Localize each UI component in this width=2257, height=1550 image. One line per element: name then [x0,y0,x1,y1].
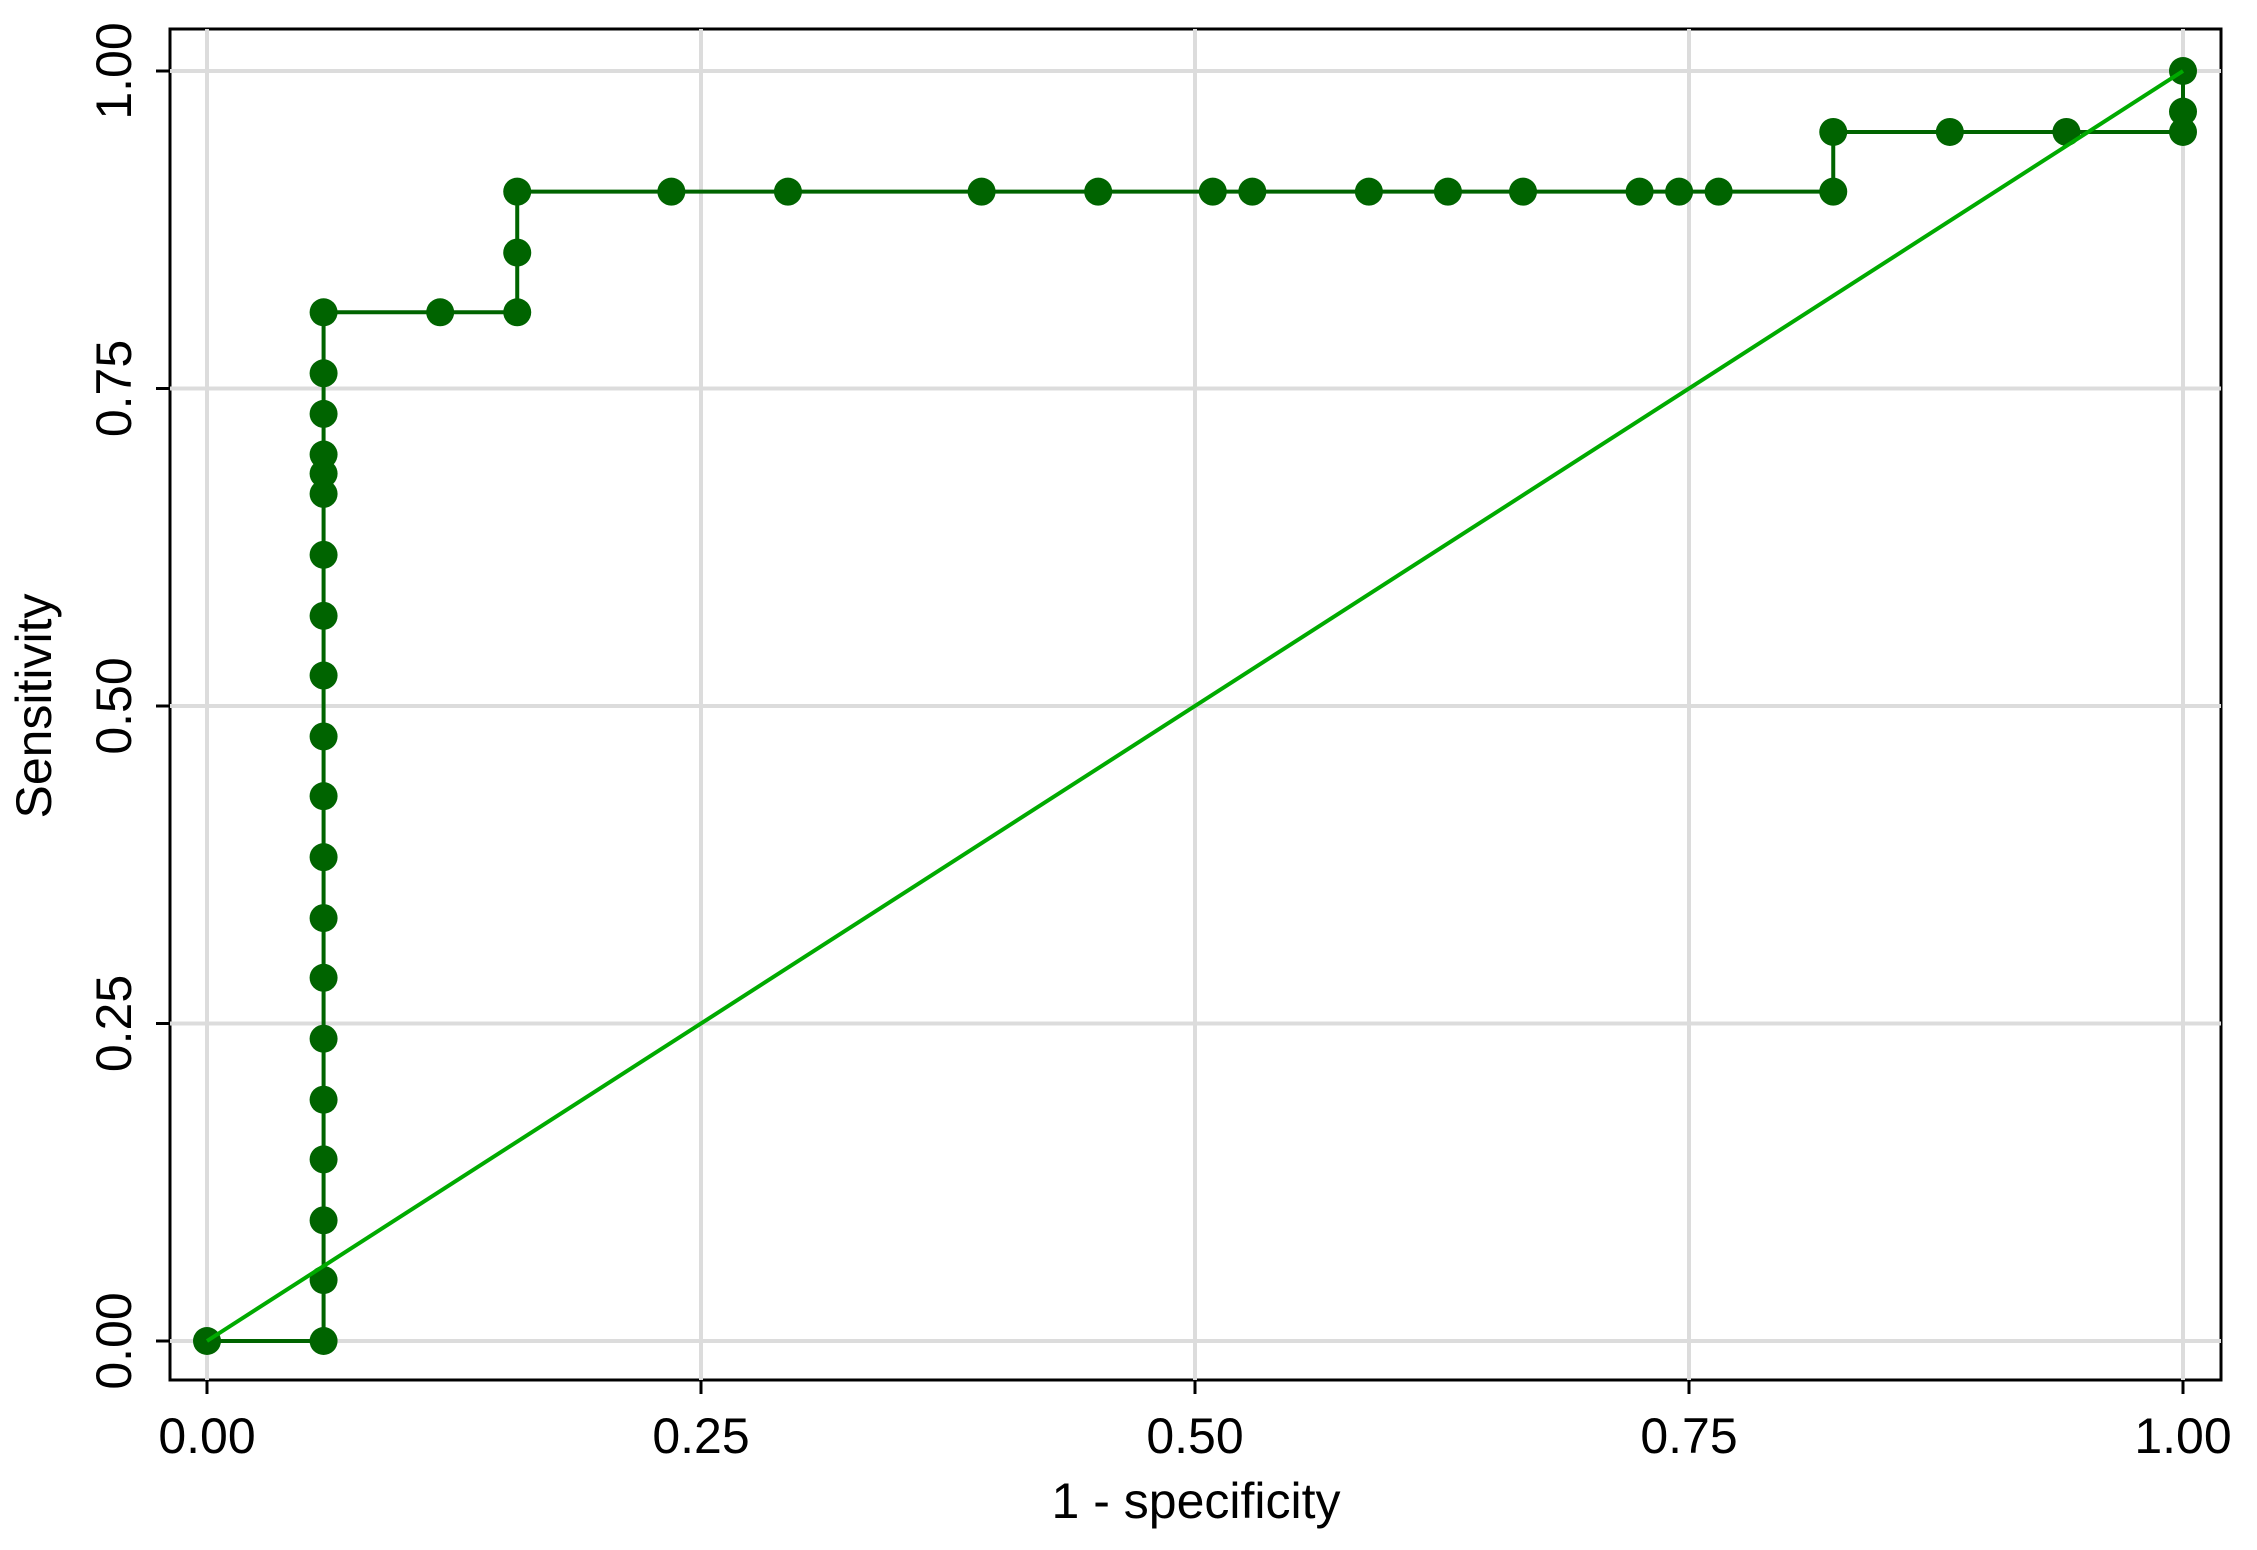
point [503,238,532,267]
point [1625,177,1654,206]
point [309,1145,338,1174]
y-tick-label: 0.75 [86,340,142,437]
point [309,359,338,388]
point [309,1327,338,1355]
y-tick-label: 0.25 [86,975,142,1072]
x-tick-label: 0.25 [652,1408,749,1464]
point [309,1024,338,1053]
x-tick-label: 0.75 [1640,1408,1737,1464]
point [2169,97,2197,126]
point [309,722,338,751]
x-tick-label: 0.00 [158,1408,255,1464]
point [309,661,338,690]
point [967,177,996,206]
point [309,963,338,992]
point [309,904,338,933]
y-axis-title: Sensitivity [6,593,62,818]
point [309,1085,338,1114]
point [503,298,532,327]
point [426,298,455,327]
y-tick-label: 1.00 [86,22,142,119]
point [309,1266,338,1295]
x-axis-title: 1 - specificity [1052,1473,1341,1529]
point [309,601,338,630]
point [309,399,338,428]
point [1819,177,1848,206]
point [1354,177,1383,206]
point [309,782,338,811]
x-tick-label: 0.50 [1146,1408,1243,1464]
x-tick-label: 1.00 [2134,1408,2231,1464]
point [309,298,338,327]
point [309,1206,338,1235]
point [1084,177,1113,206]
point [1433,177,1462,206]
point [309,843,338,872]
point [1665,177,1694,206]
point [1704,177,1733,206]
point [1509,177,1538,206]
point [309,479,338,508]
point [1238,177,1267,206]
point [2052,117,2081,146]
point [657,177,686,206]
y-tick-label: 0.50 [86,657,142,754]
y-tick-label: 0.00 [86,1292,142,1389]
point [1935,117,1964,146]
point [2169,117,2197,146]
point [503,177,532,206]
point [1819,117,1848,146]
series-line [205,69,2185,1343]
point [1198,177,1227,206]
point [773,177,802,206]
point [309,440,338,469]
point [309,540,338,569]
